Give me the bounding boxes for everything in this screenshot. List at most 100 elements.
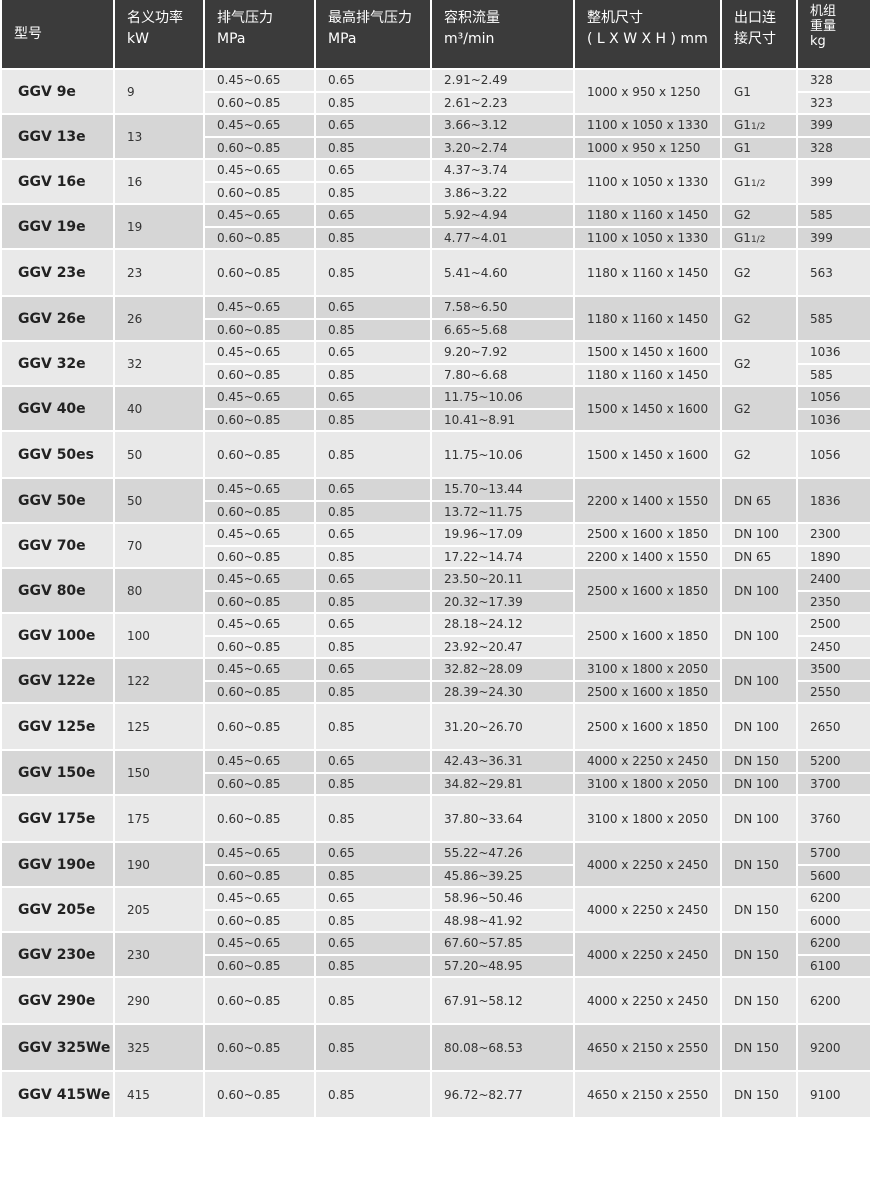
outlet-cell: DN 100: [720, 771, 798, 796]
max-pressure-cell: 0.85: [314, 589, 432, 614]
outlet-cell: G1: [720, 135, 798, 160]
power-cell: 26: [113, 295, 205, 342]
dims-cell: 1180 x 1160 x 1450: [573, 295, 722, 342]
max-pressure-cell: 0.65: [314, 113, 432, 138]
model-cell: GGV 26e: [0, 295, 115, 342]
pressure-cell: 0.45~0.65: [203, 886, 316, 911]
weight-cell: 3700: [796, 771, 870, 796]
weight-cell: 323: [796, 90, 870, 115]
pressure-cell: 0.45~0.65: [203, 113, 316, 138]
dims-cell: 1100 x 1050 x 1330: [573, 158, 722, 205]
pressure-cell: 0.60~0.85: [203, 248, 316, 297]
outlet-cell: DN 100: [720, 657, 798, 704]
header-pressure-unit: MPa: [217, 31, 246, 47]
outlet-value: G1: [734, 174, 751, 189]
table-row: 0.60~0.85 0.85 45.86~39.25 5600: [1, 863, 870, 888]
model-cell: GGV 290e: [0, 976, 115, 1025]
flow-cell: 3.20~2.74: [430, 135, 575, 160]
power-cell: 122: [113, 657, 205, 704]
model-cell: GGV 16e: [0, 158, 115, 205]
power-cell: 23: [113, 248, 205, 297]
dims-cell: 2500 x 1600 x 1850: [573, 522, 722, 547]
table-row: GGV 70e 70 0.45~0.65 0.65 19.96~17.09 2500 x …: [0, 522, 870, 569]
model-cell: GGV 19e: [0, 203, 115, 250]
power-cell: 19: [113, 203, 205, 250]
pressure-cell: 0.45~0.65: [203, 657, 316, 682]
pressure-cell: 0.60~0.85: [203, 794, 316, 843]
table-row: GGV 32e 32 0.45~0.65 0.65 9.20~7.92 1500 x 14…: [0, 340, 870, 387]
flow-cell: 2.91~2.49: [430, 68, 575, 93]
flow-cell: 10.41~8.91: [430, 407, 575, 432]
power-cell: 50: [113, 430, 205, 479]
pressure-cell: 0.45~0.65: [203, 158, 316, 183]
flow-cell: 28.18~24.12: [430, 612, 575, 637]
power-cell: 290: [113, 976, 205, 1025]
header-outlet-label-1: 出口连: [734, 10, 776, 26]
max-pressure-cell: 0.85: [314, 135, 432, 160]
weight-cell: 1836: [796, 477, 870, 524]
flow-cell: 48.98~41.92: [430, 908, 575, 933]
header-outlet: 出口连 接尺寸: [720, 0, 798, 70]
flow-cell: 34.82~29.81: [430, 771, 575, 796]
pressure-cell: 0.60~0.85: [203, 679, 316, 704]
header-flow: 容积流量 m³/min: [430, 0, 575, 70]
weight-cell: 399: [796, 113, 870, 138]
flow-cell: 3.66~3.12: [430, 113, 575, 138]
header-weight-label-2: 重量: [810, 19, 837, 34]
model-cell: GGV 40e: [0, 385, 115, 432]
pressure-cell: 0.60~0.85: [203, 1023, 316, 1072]
model-cell: GGV 23e: [0, 248, 115, 297]
model-cell: GGV 50es: [0, 430, 115, 479]
power-cell: 325: [113, 1023, 205, 1072]
outlet-cell: DN 100: [720, 612, 798, 659]
outlet-cell: G11/2: [720, 158, 798, 205]
outlet-cell: DN 150: [720, 1023, 798, 1072]
weight-cell: 3500: [796, 657, 870, 682]
outlet-cell: DN 150: [720, 1070, 798, 1119]
pressure-cell: 0.60~0.85: [203, 362, 316, 387]
model-cell: GGV 205e: [0, 886, 115, 933]
flow-cell: 7.58~6.50: [430, 295, 575, 320]
model-cell: GGV 70e: [0, 522, 115, 569]
pressure-cell: 0.45~0.65: [203, 477, 316, 502]
pressure-cell: 0.60~0.85: [203, 225, 316, 250]
model-cell: GGV 32e: [0, 340, 115, 387]
model-cell: GGV 415We: [0, 1070, 115, 1119]
header-flow-label: 容积流量: [444, 10, 500, 26]
header-row: 型号 名义功率 kW 排气压力 MPa 最高排气压力 MPa 容积流量 m³/min 整…: [0, 0, 870, 70]
header-dims: 整机尺寸 ( L X W X H ) mm: [573, 0, 722, 70]
model-cell: GGV 175e: [0, 794, 115, 843]
dims-cell: 1000 x 950 x 1250: [573, 68, 722, 115]
outlet-fraction: 1/2: [750, 178, 766, 189]
outlet-cell: G2: [720, 248, 798, 297]
table-row: 0.60~0.85 0.85 48.98~41.92 6000: [1, 908, 870, 933]
outlet-value: G1: [734, 118, 751, 133]
pressure-cell: 0.45~0.65: [203, 841, 316, 866]
table-row: 0.60~0.85 0.85 23.92~20.47 2450: [1, 634, 870, 659]
pressure-cell: 0.60~0.85: [203, 908, 316, 933]
dims-cell: 1500 x 1450 x 1600: [573, 340, 722, 365]
header-pressure: 排气压力 MPa: [203, 0, 316, 70]
max-pressure-cell: 0.65: [314, 522, 432, 547]
flow-cell: 5.41~4.60: [430, 248, 575, 297]
table-row: 0.60~0.85 0.85 20.32~17.39 2350: [1, 589, 870, 614]
flow-cell: 4.77~4.01: [430, 225, 575, 250]
dims-cell: 3100 x 1800 x 2050: [573, 657, 722, 682]
power-cell: 150: [113, 749, 205, 796]
outlet-cell: DN 65: [720, 544, 798, 569]
table-row: GGV 150e 150 0.45~0.65 0.65 42.43~36.31 4000 …: [0, 749, 870, 796]
table-row: GGV 290e 290 0.60~0.85 0.85 67.91~58.12 4000 …: [0, 976, 870, 1025]
pressure-cell: 0.60~0.85: [203, 90, 316, 115]
weight-cell: 2450: [796, 634, 870, 659]
weight-cell: 5200: [796, 749, 870, 774]
table-row: 0.60~0.85 0.85 7.80~6.68 1180 x 1160 x 1450…: [1, 362, 870, 387]
flow-cell: 19.96~17.09: [430, 522, 575, 547]
outlet-cell: DN 100: [720, 702, 798, 751]
flow-cell: 67.91~58.12: [430, 976, 575, 1025]
pressure-cell: 0.60~0.85: [203, 544, 316, 569]
weight-cell: 9200: [796, 1023, 870, 1072]
pressure-cell: 0.60~0.85: [203, 976, 316, 1025]
max-pressure-cell: 0.85: [314, 1070, 432, 1119]
weight-cell: 399: [796, 158, 870, 205]
flow-cell: 4.37~3.74: [430, 158, 575, 183]
